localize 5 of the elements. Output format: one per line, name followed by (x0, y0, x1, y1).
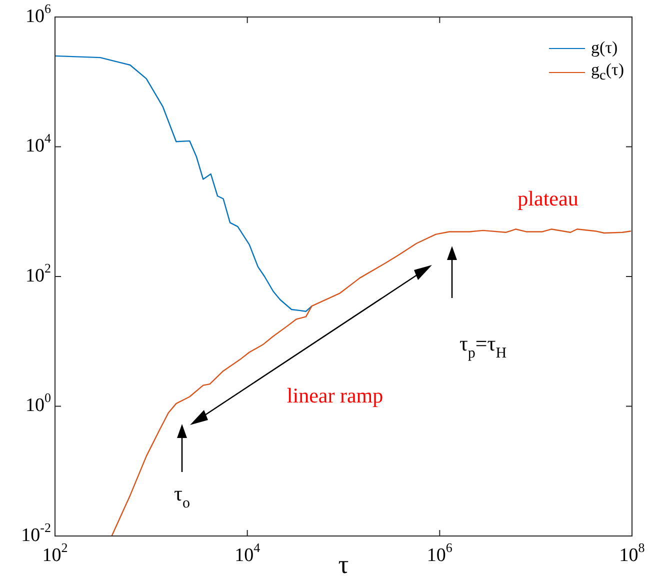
legend-label: g(τ) (591, 38, 618, 58)
annotation: linear ramp (286, 384, 384, 408)
legend-label: g$_{c}$(τ) (591, 60, 624, 84)
x-axis-title: τ (338, 550, 349, 579)
annotation: plateau (518, 186, 579, 211)
